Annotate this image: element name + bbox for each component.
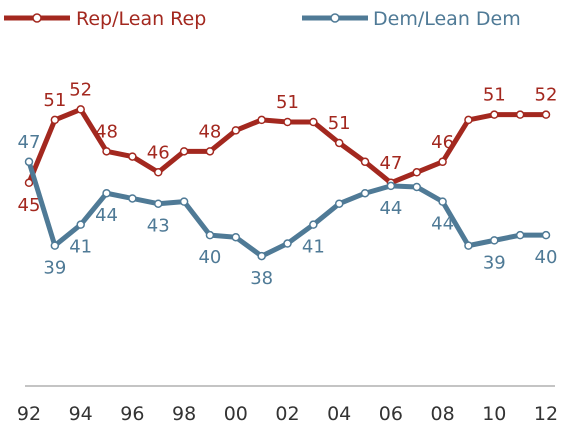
data-label: 39	[483, 252, 506, 273]
data-point	[334, 138, 344, 148]
data-point	[128, 194, 137, 203]
data-point	[490, 110, 499, 119]
data-point	[257, 251, 266, 261]
data-point	[386, 181, 396, 191]
data-label: 40	[535, 247, 558, 268]
data-point	[205, 147, 215, 156]
data-label: 43	[147, 216, 170, 237]
legend: Rep/Lean Rep Dem/Lean Dem	[4, 8, 521, 30]
data-point	[50, 115, 60, 125]
data-label: 51	[43, 90, 66, 111]
data-label: 44	[95, 205, 118, 226]
data-point	[360, 188, 370, 198]
data-point	[541, 230, 551, 240]
series-layer	[24, 105, 551, 261]
data-label: 45	[18, 195, 41, 216]
data-point	[438, 197, 447, 206]
data-label: 52	[69, 79, 92, 100]
series-rep	[24, 105, 551, 188]
data-label: 46	[431, 132, 454, 153]
data-label: 40	[198, 247, 221, 268]
x-tick-label: 00	[224, 403, 248, 425]
data-label: 38	[250, 268, 273, 289]
data-point	[154, 168, 163, 177]
data-point	[102, 188, 111, 198]
data-point	[438, 157, 447, 167]
x-tick-label: 04	[327, 403, 351, 425]
legend-label-dem: Dem/Lean Dem	[373, 8, 521, 30]
data-point	[231, 232, 241, 242]
data-point	[179, 197, 189, 206]
x-tick-label: 02	[275, 403, 299, 425]
series-dem	[24, 157, 551, 261]
data-point	[309, 117, 318, 127]
data-label: 44	[379, 198, 402, 219]
legend-entry-dem: Dem/Lean Dem	[302, 8, 521, 30]
data-point	[50, 241, 60, 250]
data-label: 47	[379, 153, 402, 174]
data-point	[283, 117, 292, 127]
data-point	[24, 178, 34, 188]
data-label: 51	[276, 92, 299, 113]
x-tick-label: 98	[172, 403, 196, 425]
data-label: 46	[147, 142, 170, 163]
x-tick-label: 08	[431, 403, 455, 425]
x-tick-label: 10	[482, 403, 506, 425]
x-tick-label: 94	[69, 403, 93, 425]
legend-entry-rep: Rep/Lean Rep	[4, 8, 206, 30]
data-point	[541, 110, 551, 119]
data-point	[76, 105, 85, 114]
data-point	[515, 230, 525, 240]
data-label: 48	[95, 121, 118, 142]
data-label: 39	[43, 258, 66, 279]
data-point	[464, 241, 473, 250]
data-label: 44	[431, 214, 454, 235]
data-point	[283, 239, 292, 248]
data-label: 51	[483, 85, 506, 106]
data-point	[24, 157, 34, 167]
data-point	[515, 110, 525, 119]
legend-marker-rep	[32, 13, 42, 23]
data-point	[179, 147, 189, 156]
x-tick-label: 92	[17, 403, 41, 425]
legend-marker-dem	[330, 13, 340, 23]
data-label: 41	[302, 237, 325, 258]
data-point	[231, 126, 241, 135]
x-tick-layer: 92 94 96 98 00 02 04 06 08 10 12	[17, 403, 558, 425]
data-point	[154, 199, 163, 208]
data-point	[334, 199, 344, 208]
data-label: 41	[69, 237, 92, 258]
data-point	[128, 152, 137, 161]
data-point	[102, 147, 111, 156]
data-point	[412, 168, 421, 177]
data-label: 52	[535, 85, 558, 106]
data-point	[257, 115, 266, 125]
data-label: 48	[198, 121, 221, 142]
x-tick-label: 06	[379, 403, 403, 425]
data-point	[464, 115, 473, 125]
data-label: 47	[18, 132, 41, 153]
legend-label-rep: Rep/Lean Rep	[76, 8, 206, 30]
data-label: 51	[328, 113, 351, 134]
data-point	[490, 236, 499, 245]
data-point	[412, 182, 421, 192]
data-point	[76, 220, 85, 229]
x-tick-label: 96	[120, 403, 144, 425]
x-tick-label: 12	[534, 403, 558, 425]
data-point	[205, 230, 215, 240]
data-point	[360, 157, 370, 167]
data-point	[309, 220, 318, 229]
